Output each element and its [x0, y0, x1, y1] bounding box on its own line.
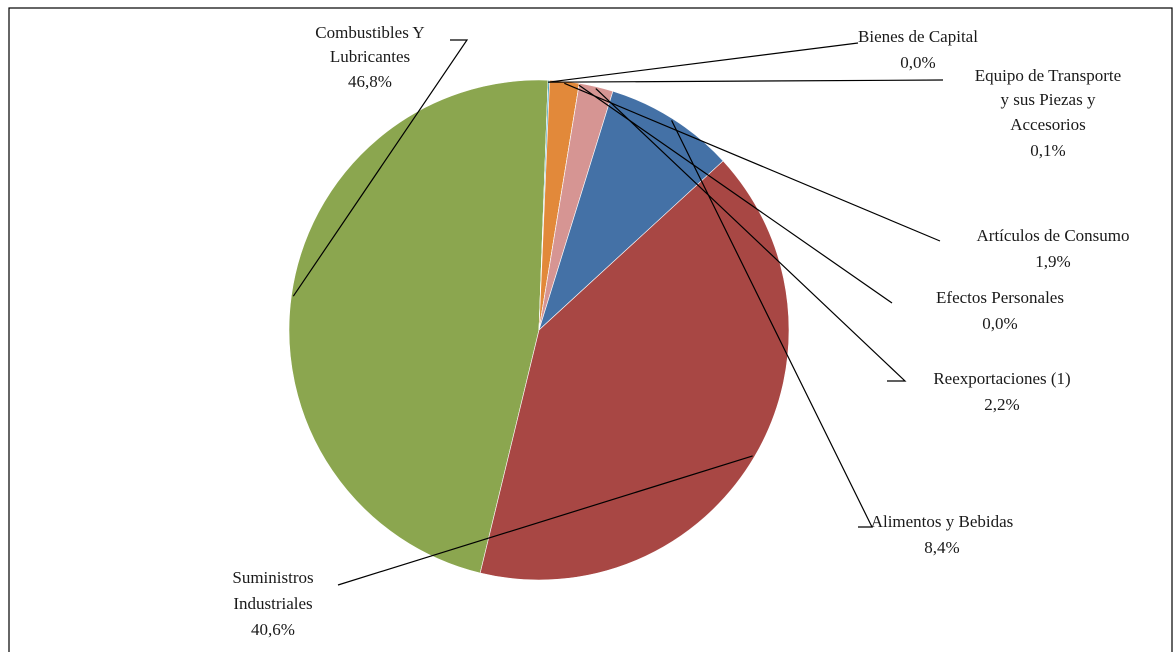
slice-label-7-line-0: Suministros: [232, 568, 313, 587]
leader-line-3: [564, 82, 941, 242]
slice-label-6-line-0: Alimentos y Bebidas: [871, 512, 1014, 531]
slice-label-2-line-0: Equipo de Transporte: [975, 66, 1121, 85]
slice-value-label-3: 1,9%: [1035, 252, 1070, 271]
pie-slice-7: [479, 160, 790, 581]
leader-line-5: [595, 88, 907, 382]
slice-label-0-line-0: Combustibles Y: [315, 23, 424, 42]
leader-lines: [292, 39, 944, 586]
slice-value-label-1: 0,0%: [900, 53, 935, 72]
leader-line-6: [671, 120, 873, 528]
slice-value-label-0: 46,8%: [348, 72, 392, 91]
slice-value-label-2: 0,1%: [1030, 141, 1065, 160]
slice-label-7-line-1: Industriales: [233, 594, 312, 613]
slice-label-2-line-1: y sus Piezas y: [1001, 90, 1096, 109]
slice-value-label-7: 40,6%: [251, 620, 295, 639]
leader-line-1: [547, 42, 859, 83]
leader-line-7: [337, 455, 753, 586]
slice-label-5-line-0: Reexportaciones (1): [933, 369, 1070, 388]
slice-value-label-5: 2,2%: [984, 395, 1019, 414]
slice-label-3-line-0: Artículos de Consumo: [977, 226, 1130, 245]
pie-slice-0: [288, 79, 549, 574]
slice-label-0-line-1: Lubricantes: [330, 47, 410, 66]
chart-border: [8, 7, 1173, 652]
slice-labels: Combustibles Y Lubricantes 46,8% Bienes de …: [232, 23, 1129, 639]
pie-slice-6: [538, 90, 724, 331]
slice-value-label-4: 0,0%: [982, 314, 1017, 333]
slice-label-4-line-0: Efectos Personales: [936, 288, 1064, 307]
slice-label-2-line-2: Accesorios: [1010, 115, 1086, 134]
leader-line-0: [292, 39, 469, 297]
leader-line-2: [548, 79, 944, 83]
slice-label-1-line-0: Bienes de Capital: [858, 27, 978, 46]
pie-slices: [288, 79, 790, 581]
slice-value-label-6: 8,4%: [924, 538, 959, 557]
